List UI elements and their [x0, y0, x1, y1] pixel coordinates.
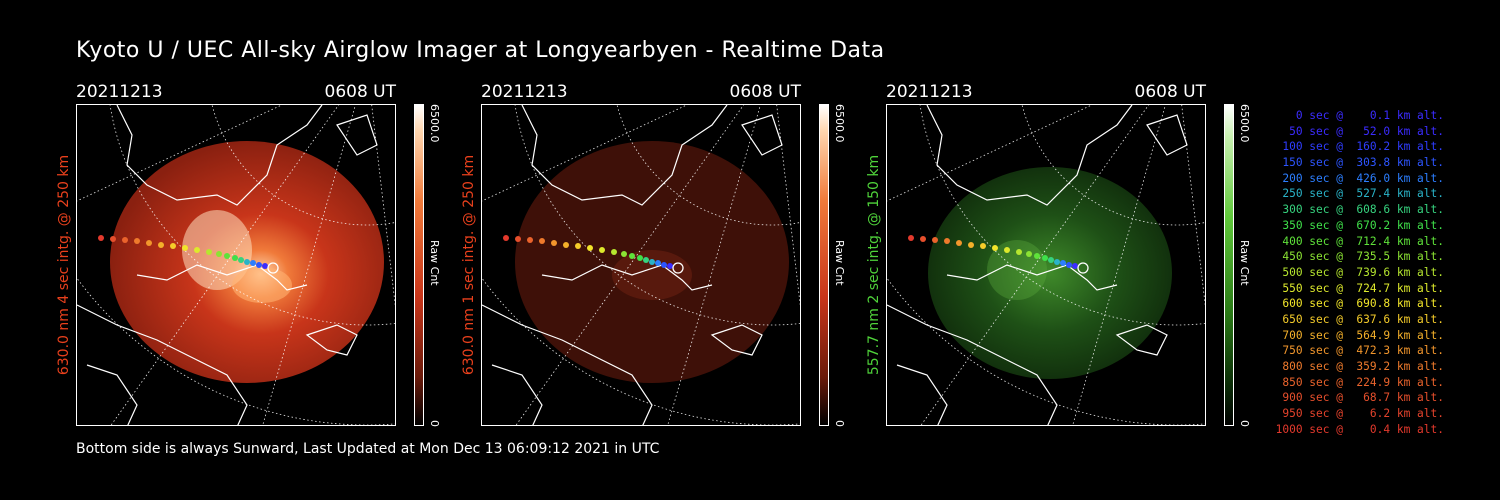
- satellite-track: [503, 235, 684, 274]
- colorbar-3-min: 0: [1238, 420, 1251, 427]
- panel-3-ylabel: 557.7 nm 2 sec intg. @ 150 km: [866, 154, 882, 376]
- panel-2-ylabel: 630.0 nm 1 sec intg. @ 250 km: [461, 154, 477, 376]
- colorbar-3-unit: Raw Cnt: [1238, 240, 1251, 286]
- colorbar-1-unit: Raw Cnt: [428, 240, 441, 286]
- all-sky-image: [887, 105, 1205, 425]
- panel-date: 20211213: [76, 82, 163, 102]
- satellite-track: [908, 235, 1089, 274]
- sky-image-frame: [481, 104, 801, 426]
- legend-item: 150 sec @ 303.8 km alt.: [1275, 156, 1444, 170]
- satellite-track: [98, 235, 279, 274]
- panel-date: 20211213: [886, 82, 973, 102]
- colorbar-1-max: 6500.0: [428, 104, 441, 143]
- panel-time: 0608 UT: [1134, 82, 1207, 102]
- airglow-panel-2: 20211213 0608 UT: [481, 80, 811, 430]
- legend-item: 650 sec @ 637.6 km alt.: [1275, 312, 1444, 326]
- legend-item: 100 sec @ 160.2 km alt.: [1275, 140, 1444, 154]
- legend-item: 550 sec @ 724.7 km alt.: [1275, 281, 1444, 295]
- legend-item: 0 sec @ 0.1 km alt.: [1275, 109, 1444, 122]
- sky-image-frame: [886, 104, 1206, 426]
- track-legend: 0 sec @ 0.1 km alt. 50 sec @ 52.0 km alt…: [1262, 108, 1444, 437]
- legend-item: 250 sec @ 527.4 km alt.: [1275, 187, 1444, 201]
- panel-time: 0608 UT: [324, 82, 397, 102]
- colorbar-1-min: 0: [428, 420, 441, 427]
- airglow-panel-3: 20211213 0608 UT: [886, 80, 1216, 430]
- legend-item: 450 sec @ 735.5 km alt.: [1275, 250, 1444, 264]
- legend-item: 900 sec @ 68.7 km alt.: [1275, 391, 1444, 405]
- legend-item: 400 sec @ 712.4 km alt.: [1275, 234, 1444, 248]
- colorbar-2-max: 6500.0: [833, 104, 846, 143]
- legend-item: 950 sec @ 6.2 km alt.: [1275, 407, 1444, 421]
- footer-note: Bottom side is always Sunward, Last Upda…: [76, 441, 660, 457]
- legend-item: 1000 sec @ 0.4 km alt.: [1275, 422, 1444, 436]
- all-sky-image: [482, 105, 800, 425]
- colorbar-2-min: 0: [833, 420, 846, 427]
- legend-item: 50 sec @ 52.0 km alt.: [1275, 124, 1444, 138]
- all-sky-image: [77, 105, 395, 425]
- legend-item: 500 sec @ 739.6 km alt.: [1275, 265, 1444, 279]
- sky-image-frame: [76, 104, 396, 426]
- colorbar-2: [819, 104, 829, 426]
- page-title: Kyoto U / UEC All-sky Airglow Imager at …: [76, 38, 885, 63]
- panel-1-ylabel: 630.0 nm 4 sec intg. @ 250 km: [56, 154, 72, 376]
- legend-item: 750 sec @ 472.3 km alt.: [1275, 344, 1444, 358]
- legend-item: 800 sec @ 359.2 km alt.: [1275, 360, 1444, 373]
- colorbar-3: [1224, 104, 1234, 426]
- airglow-panel-1: 20211213 0608 UT: [76, 80, 406, 430]
- colorbar-3-max: 6500.0: [1238, 104, 1251, 143]
- legend-item: 850 sec @ 224.9 km alt.: [1275, 375, 1444, 389]
- panel-date: 20211213: [481, 82, 568, 102]
- legend-item: 200 sec @ 426.0 km alt.: [1275, 171, 1444, 185]
- legend-item: 700 sec @ 564.9 km alt.: [1275, 328, 1444, 342]
- legend-item: 350 sec @ 670.2 km alt.: [1275, 218, 1444, 232]
- panel-time: 0608 UT: [729, 82, 802, 102]
- colorbar-2-unit: Raw Cnt: [833, 240, 846, 286]
- legend-item: 600 sec @ 690.8 km alt.: [1275, 297, 1444, 311]
- legend-item: 300 sec @ 608.6 km alt.: [1275, 203, 1444, 217]
- colorbar-1: [414, 104, 424, 426]
